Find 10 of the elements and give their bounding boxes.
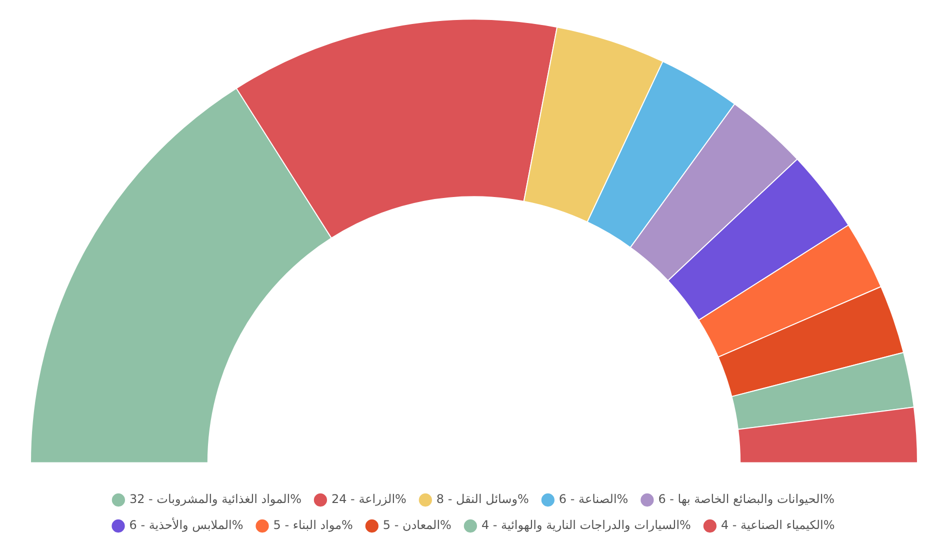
legend-label: السيارات والدراجات النارية والهوائية - 4% <box>481 518 691 532</box>
legend-label: الزراعة - 24% <box>331 492 406 506</box>
legend-label: مواد البناء - 5% <box>273 518 353 532</box>
legend-label: الصناعة - 6% <box>558 492 628 506</box>
legend-label: وسائل النقل - 8% <box>436 492 529 506</box>
legend-label: الحيوانات والبضائع الخاصة بها - 6% <box>658 492 835 506</box>
legend-label: الكيمياء الصناعية - 4% <box>720 518 835 532</box>
legend-label: المعادن - 5% <box>382 518 452 532</box>
legend-label: المواد الغذائية والمشروبات - 32% <box>129 492 302 506</box>
legend-label: الملابس والأحذية - 6% <box>129 517 244 532</box>
